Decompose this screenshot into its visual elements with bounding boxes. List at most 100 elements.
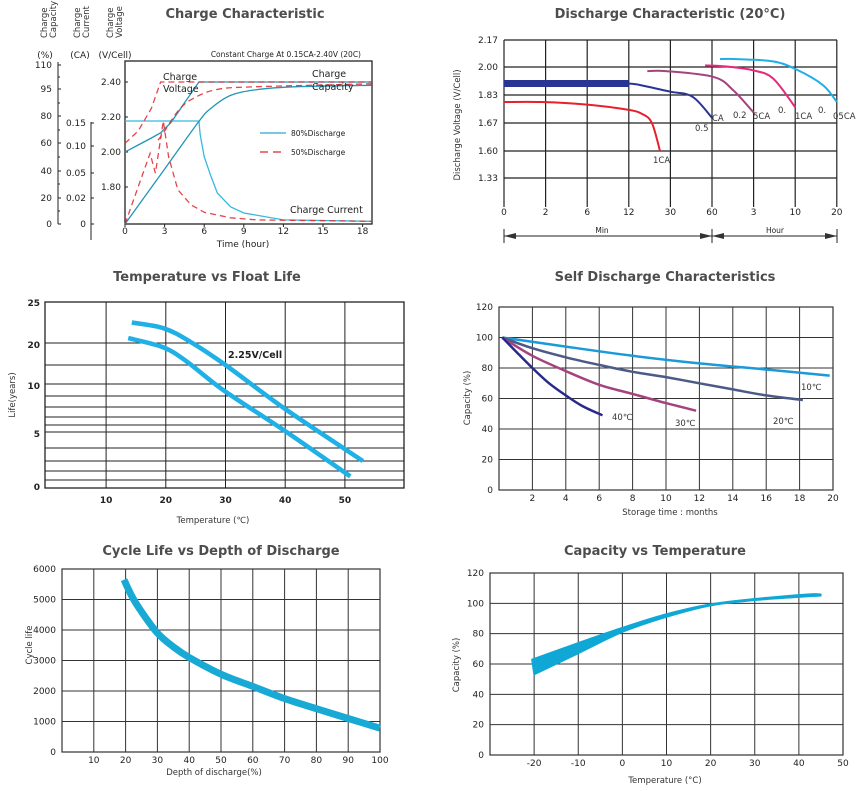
x-tick-label: 0 [501,208,507,218]
y-tick-label: 0 [50,748,56,758]
current-tick-label: 0 [80,220,86,230]
x-tick-label: 6 [584,208,590,218]
y-tick-label: 1.60 [478,147,498,157]
x-tick-label: 2 [530,494,536,504]
axis-header-capacity: Charge [40,7,50,38]
curve-label: 1CA [653,156,670,166]
x-tick-label: 30 [749,759,761,769]
annotation-charge-capacity: Charge [312,69,346,80]
y-tick-label: 60 [482,395,494,405]
chart-title-self-discharge: Self Discharge Characteristics [555,270,776,285]
series-line-capacity-50 [157,83,372,141]
chart-title-charge: Charge Characteristic [165,7,324,22]
x-tick-label: 30 [152,756,164,766]
current-tick-label: 0.10 [66,142,86,152]
x-tick-label: 12 [278,227,289,237]
x-axis-label: Depth of discharge(%) [166,768,262,778]
series-line-voltage-80 [124,81,372,153]
axis-unit-current: (CA) [70,51,89,61]
x-tick-label: 50 [215,756,227,766]
current-tick-label: 0.15 [66,119,86,129]
x-tick-label: 50 [339,496,352,506]
x-unit-min: Min [595,226,609,235]
legend-label: 80%Discharge [291,129,346,138]
x-tick-label: 20 [705,759,717,769]
x-unit-hour: Hour [766,226,785,235]
series-line [705,64,796,108]
current-tick-label: 0.02 [66,194,86,204]
float-life-curve [127,335,352,479]
x-tick-label: 20 [831,208,843,218]
y-tick-label: 20 [482,456,494,466]
axis-unit-voltage: (V/Cell) [98,51,131,61]
capacity-tick-label: 60 [41,139,53,149]
x-tick-label: 10 [88,756,100,766]
curve-label: CA [712,114,724,124]
x-tick-label: 3 [751,208,757,218]
series-label: 20℃ [773,417,794,427]
series-line-capacity-80 [124,84,372,225]
series-line [501,336,697,412]
cycle-life-curve [120,578,382,732]
axis-header-current: Current [82,5,92,38]
x-tick-label: 14 [727,494,739,504]
voltage-tick-label: 2.00 [101,148,121,158]
x-tick-label: 10 [661,759,673,769]
y-tick-label: 6000 [33,565,56,575]
y-tick-label: 100 [467,599,484,609]
y-tick-label: 80 [482,364,494,374]
capacity-tick-label: 20 [41,194,53,204]
y-tick-label: 100 [476,334,493,344]
y-tick-label: 1.83 [478,91,498,101]
series-line [502,336,830,377]
y-axis-label: Capacity (%) [452,638,462,693]
series-label: 30℃ [675,419,696,429]
y-axis-label: Capacity (%) [463,371,473,426]
x-tick-label: 10 [660,494,672,504]
float-life-curve [131,320,365,463]
annotation-charge-capacity: Capacity [312,82,354,93]
y-axis-label: Life(years) [8,372,18,417]
x-tick-label: 15 [317,227,328,237]
x-tick-label: 40 [183,756,195,766]
y-tick-label: 0 [487,486,493,496]
y-tick-label: 10 [27,382,40,392]
x-tick-label: 8 [630,494,636,504]
series-line-current-80 [125,120,372,222]
x-tick-label: 40 [793,759,805,769]
x-tick-label: 4 [563,494,569,504]
curve-label: 0. [818,106,826,116]
capacity-tick-label: 95 [41,85,52,95]
y-axis-label: Cycle life [25,626,35,665]
series-line [501,336,604,417]
chart-title-discharge: Discharge Characteristic (20°C) [555,7,786,22]
x-tick-label: 80 [311,756,323,766]
y-tick-label: 80 [473,630,485,640]
y-tick-label: 120 [476,303,493,313]
ruler-arrow-icon [825,233,837,239]
curve-label: 1CA [795,112,812,122]
x-tick-label: 16 [760,494,772,504]
axis-header-capacity: Capacity [49,1,59,38]
x-tick-label: 0 [620,759,626,769]
capacity-band [531,593,822,676]
axis-header-voltage: Voltage [115,6,125,38]
y-tick-label: 0 [34,483,40,493]
y-tick-label: 120 [467,569,484,579]
x-tick-label: 30 [665,208,677,218]
voltage-tick-label: 2.20 [101,113,121,123]
x-tick-label: 18 [357,227,369,237]
y-tick-label: 20 [27,341,40,351]
y-tick-label: 60 [473,660,485,670]
x-tick-label: 18 [794,494,806,504]
ruler-arrow-icon [504,233,516,239]
ruler-arrow-icon [700,233,712,239]
chart-title-float-life: Temperature vs Float Life [113,270,301,285]
axis-unit-capacity: (%) [37,51,53,61]
axis-header-voltage: Charge [106,7,116,38]
y-tick-label: 2.17 [478,36,498,46]
legend-label: 50%Discharge [291,148,346,157]
x-tick-label: 6 [596,494,602,504]
y-tick-label: 1000 [33,718,56,728]
y-tick-label: 40 [473,690,485,700]
